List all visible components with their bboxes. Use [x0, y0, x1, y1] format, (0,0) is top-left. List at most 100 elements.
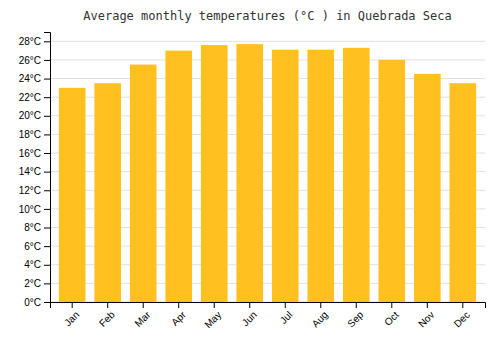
bar — [449, 83, 476, 302]
x-tick-label: Sep — [345, 309, 366, 330]
y-axis: 0°C 2°C 4°C 6°C 8°C 10°C 12°C 14°C 16°C 18°C 20°C 2… — [19, 33, 51, 308]
x-tick-label: Nov — [416, 309, 436, 329]
x-tick-label: Feb — [97, 309, 117, 329]
x-tick-label: Jul — [278, 309, 295, 326]
x-tick: Jun — [240, 302, 259, 328]
bar — [414, 74, 441, 302]
x-tick: Dec — [452, 302, 472, 329]
x-tick-mark — [249, 302, 250, 308]
y-tick-label: 6°C — [24, 241, 41, 252]
y-tick: 2°C — [24, 278, 50, 289]
y-tick-label: 14°C — [19, 166, 41, 177]
x-tick-label: Aug — [310, 309, 330, 329]
y-tick-label: 12°C — [19, 185, 41, 196]
x-tick: Jul — [278, 302, 295, 326]
y-tick-mark — [44, 228, 50, 229]
x-tick-mark — [107, 302, 108, 308]
bar — [201, 45, 228, 302]
y-tick-label: 18°C — [19, 129, 41, 140]
x-axis-line — [51, 303, 486, 309]
x-tick-mark — [427, 302, 428, 308]
y-tick-label: 24°C — [19, 73, 41, 84]
y-tick-mark — [44, 265, 50, 266]
bar — [307, 50, 334, 302]
y-tick: 28°C — [19, 36, 50, 47]
y-tick-mark — [44, 190, 50, 191]
x-tick-label: Jun — [240, 309, 259, 328]
title: Average monthly temperatures (°C ) in Qu… — [83, 9, 451, 23]
bar — [236, 44, 263, 302]
y-tick: 16°C — [19, 148, 50, 159]
x-tick-label: Oct — [382, 309, 401, 328]
bar — [130, 65, 157, 302]
x-tick: Feb — [97, 302, 117, 329]
x-axis: Jan Feb Mar Apr May Jun Jul Aug Sep Oct Nov Dec — [51, 302, 486, 330]
x-tick: Oct — [382, 302, 401, 328]
x-tick-mark — [391, 302, 392, 308]
x-tick: Mar — [132, 302, 152, 329]
y-tick: 20°C — [19, 110, 50, 121]
x-tick: Aug — [310, 302, 330, 329]
x-tick-label: May — [202, 309, 223, 330]
y-tick: 22°C — [19, 92, 50, 103]
x-tick-mark — [143, 302, 144, 308]
y-tick-label: 2°C — [24, 278, 41, 289]
y-tick: 4°C — [24, 259, 50, 270]
x-tick: Jan — [62, 302, 81, 328]
bar — [272, 50, 299, 302]
x-tick-mark — [214, 302, 215, 308]
y-tick: 10°C — [19, 204, 50, 215]
bar — [343, 48, 370, 302]
y-tick-mark — [44, 116, 50, 117]
x-tick-mark — [356, 302, 357, 308]
x-tick-label: Jan — [62, 309, 81, 328]
x-tick: Nov — [416, 302, 436, 329]
y-tick: 12°C — [19, 185, 50, 196]
bar — [165, 51, 192, 302]
y-tick: 18°C — [19, 129, 50, 140]
y-tick-mark — [44, 79, 50, 80]
bar — [378, 60, 405, 302]
x-tick: Sep — [345, 302, 366, 329]
y-tick: 26°C — [19, 55, 50, 66]
x-tick-mark — [72, 302, 73, 308]
y-tick-mark — [44, 60, 50, 61]
bar — [94, 83, 121, 302]
grid-line — [50, 41, 485, 42]
bars — [59, 44, 476, 302]
y-tick-label: 8°C — [24, 222, 41, 233]
y-tick-mark — [44, 41, 50, 42]
y-tick-mark — [44, 134, 50, 135]
y-tick-label: 28°C — [19, 36, 41, 47]
x-tick-label: Mar — [132, 309, 152, 329]
y-tick-label: 4°C — [24, 259, 41, 270]
y-tick-label: 20°C — [19, 110, 41, 121]
x-tick-label: Apr — [169, 309, 188, 328]
y-tick-mark — [44, 283, 50, 284]
x-tick-mark — [178, 302, 179, 308]
y-tick-mark — [44, 172, 50, 173]
chart: 0°C 2°C 4°C 6°C 8°C 10°C 12°C 14°C 16°C 18°C 20°C 2… — [0, 0, 500, 350]
y-tick: 14°C — [19, 166, 50, 177]
y-tick-label: 0°C — [24, 297, 41, 308]
y-tick-mark — [44, 153, 50, 154]
y-tick-mark — [44, 97, 50, 98]
x-tick: May — [202, 302, 223, 330]
y-tick: 6°C — [24, 241, 50, 252]
x-tick-mark — [320, 302, 321, 308]
y-tick-label: 26°C — [19, 55, 41, 66]
y-tick-label: 22°C — [19, 92, 41, 103]
y-tick-mark — [44, 246, 50, 247]
x-tick-mark — [462, 302, 463, 308]
grid-line — [50, 59, 485, 60]
y-tick-label: 10°C — [19, 204, 41, 215]
bar — [59, 88, 86, 302]
y-tick-mark — [44, 302, 50, 303]
y-axis-line — [44, 33, 51, 303]
y-tick: 0°C — [24, 297, 50, 308]
y-tick-mark — [44, 209, 50, 210]
grid — [50, 41, 485, 302]
y-tick: 8°C — [24, 222, 50, 233]
x-tick-label: Dec — [452, 309, 472, 329]
x-tick-mark — [285, 302, 286, 308]
